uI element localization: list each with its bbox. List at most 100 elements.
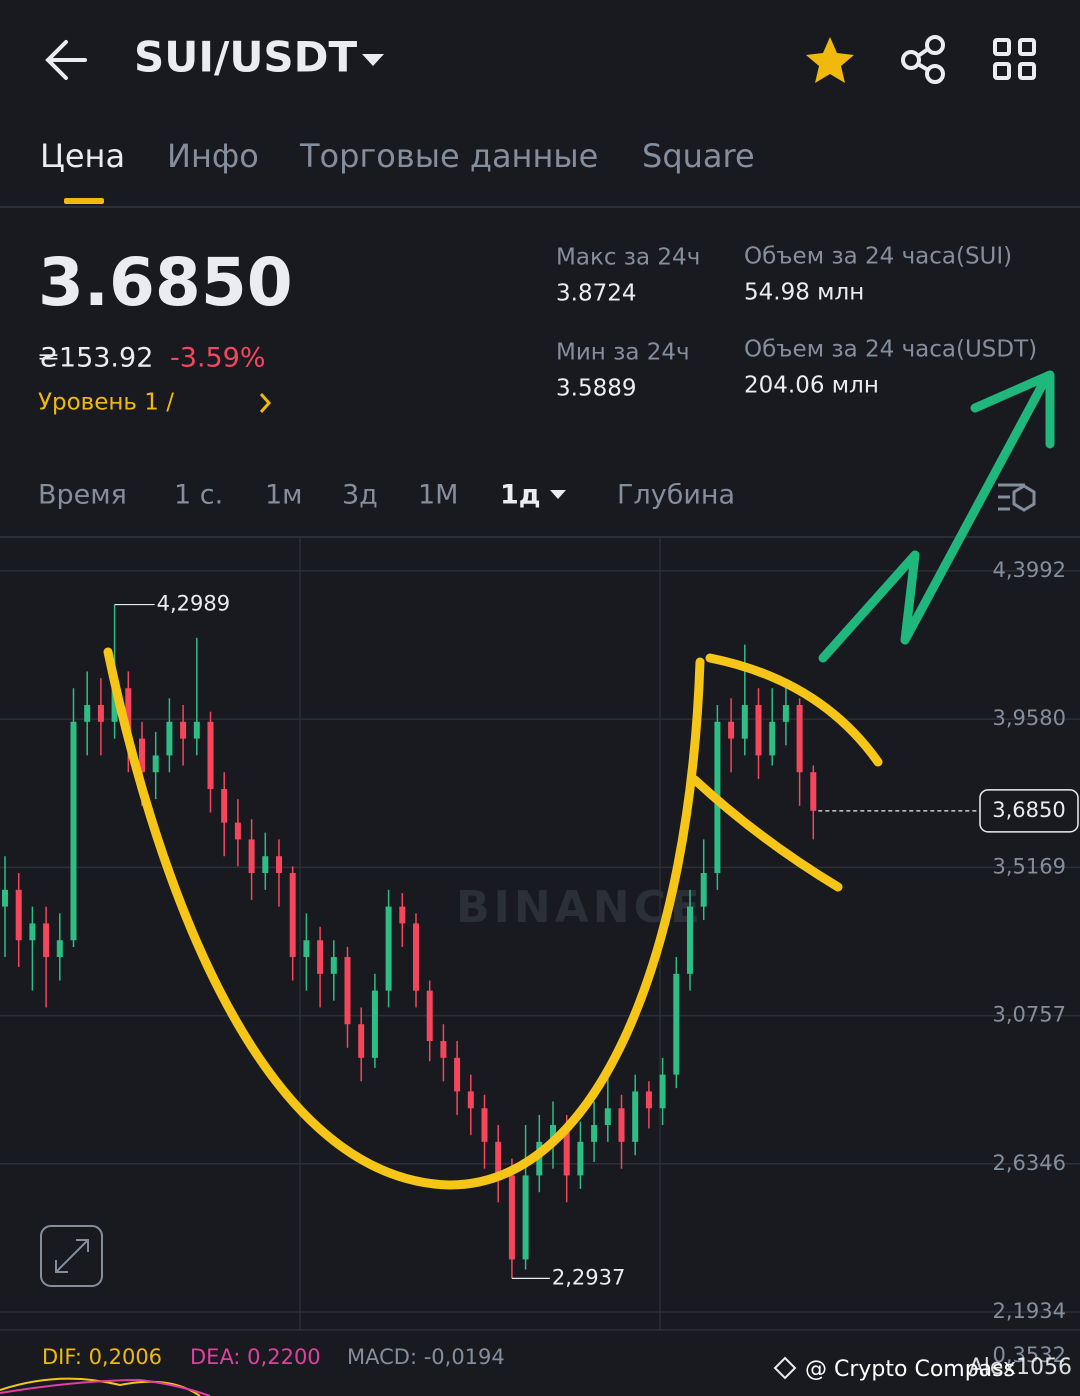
candle-body (796, 705, 803, 773)
timeframe[interactable]: Глубина (617, 480, 735, 511)
macd-axis-label: 0,3532 (993, 1343, 1066, 1367)
candle-body (673, 973, 680, 1075)
candle-body (563, 1125, 570, 1176)
dif-line (0, 1377, 201, 1396)
timeframe[interactable]: 1М (418, 480, 458, 511)
stat-label: Мин за 24ч (556, 340, 690, 366)
candle-body (632, 1091, 639, 1142)
macd-dif: DIF: 0,2006 (42, 1345, 162, 1369)
stat-value: 54.98 млн (744, 280, 864, 306)
high-marker-label: 4,2989 (157, 592, 230, 616)
candle-body (358, 1024, 365, 1058)
candle-body (728, 721, 735, 739)
candle-body (139, 738, 145, 773)
timeframe[interactable]: 1м (265, 480, 303, 511)
dea-line (0, 1378, 211, 1396)
candle-body (550, 1125, 556, 1142)
candle-body (645, 1091, 652, 1109)
stat-value: 204.06 млн (744, 373, 879, 399)
macd-panel: DIF: 0,2006 DEA: 0,2200 MACD: -0,0194 0,353… (0, 1329, 1080, 1369)
y-tick-label: 2,1934 (993, 1299, 1066, 1323)
candle-body (262, 856, 269, 874)
candle-body (15, 889, 22, 941)
candle-body (591, 1125, 598, 1142)
y-tick-label: 3,0757 (993, 1003, 1066, 1027)
tab[interactable]: Торговые данные (299, 137, 598, 175)
candle-body (687, 906, 693, 974)
macd-dea: DEA: 0,2200 (190, 1345, 321, 1369)
last-price-box (979, 789, 1079, 833)
favorite-star[interactable] (806, 37, 854, 83)
level-link[interactable]: Уровень 1 / (38, 390, 174, 416)
binance-logo (773, 1356, 797, 1380)
candle-body (467, 1091, 474, 1109)
candle-body (755, 705, 762, 756)
candlestick-chart: BINANCE 4,3992 3,9580 3,5169 3,0757 2,6346 2,1… (0, 558, 1080, 1323)
tab-indicator (64, 198, 104, 204)
level-chevron[interactable] (259, 393, 272, 413)
stat-label: Объем за 24 часа(SUI) (744, 244, 1012, 270)
candle-body (399, 906, 406, 924)
chart-settings-icon[interactable] (998, 483, 1036, 512)
grid-menu-icon[interactable] (993, 38, 1036, 80)
candle-body (426, 990, 433, 1042)
timeframe[interactable]: 1 с. (174, 480, 223, 511)
candle-body (440, 1041, 447, 1058)
tab[interactable]: Инфо (167, 137, 259, 175)
candle-body (193, 721, 200, 739)
last-price: 3.6850 (38, 244, 293, 321)
candle-body (111, 688, 118, 722)
cup-and-handle-drawing (103, 647, 883, 1190)
timeframes: Время 1 с. 1м 3д 1М 1д Глубина (38, 480, 735, 511)
tab[interactable]: Square (642, 137, 755, 175)
tab[interactable]: Цена (40, 137, 125, 175)
watermark: BINANCE (456, 882, 704, 933)
timeframe-dropdown[interactable] (550, 490, 566, 499)
candle-body (207, 721, 214, 790)
stat-value: 3.5889 (556, 376, 636, 402)
expand-button[interactable] (40, 1225, 103, 1287)
back-button[interactable] (45, 40, 87, 80)
price-change: -3.59% (170, 343, 266, 374)
breakout-arrow (818, 370, 1055, 663)
y-tick-label: 2,6346 (993, 1151, 1066, 1175)
candle-body (2, 889, 8, 907)
candle-body (43, 923, 50, 958)
candle-body (659, 1074, 666, 1109)
candle-body (741, 705, 748, 739)
stat-label: Макс за 24ч (556, 245, 700, 271)
candle-body (522, 1175, 529, 1260)
candle-body (276, 856, 282, 874)
candle-body (769, 721, 776, 756)
timeframe[interactable]: 1д (500, 480, 541, 511)
candle-body (344, 957, 351, 1025)
candle-body (221, 789, 228, 823)
share-icon[interactable] (901, 35, 945, 84)
pair-title[interactable]: SUI/USDT (134, 33, 358, 82)
candle-body (413, 923, 419, 991)
candle-body (303, 940, 310, 958)
candle-body (782, 705, 789, 722)
candle-body (604, 1108, 611, 1126)
candle-body (330, 957, 337, 974)
candle-body (385, 906, 392, 991)
candle-body (810, 772, 817, 811)
candle-body (166, 721, 173, 756)
candle-body (289, 873, 296, 958)
candle-body (577, 1141, 584, 1176)
candle-body (180, 721, 187, 739)
candle-body (56, 940, 63, 958)
candle-body (317, 940, 324, 974)
pair-dropdown[interactable] (362, 54, 384, 66)
candle-body (481, 1108, 488, 1142)
macd-value: MACD: -0,0194 (347, 1345, 505, 1369)
credit-handle: Alex1056 (969, 1355, 1072, 1380)
candle-body (700, 873, 707, 907)
y-tick-label: 3,9580 (993, 706, 1066, 730)
candle-body (29, 923, 36, 941)
timeframe[interactable]: 3д (342, 480, 378, 511)
candle-body (371, 990, 378, 1058)
stats: Макс за 24ч 3.8724 Объем за 24 часа(SUI) 54… (556, 244, 1037, 402)
timeframe: Время (38, 480, 127, 511)
